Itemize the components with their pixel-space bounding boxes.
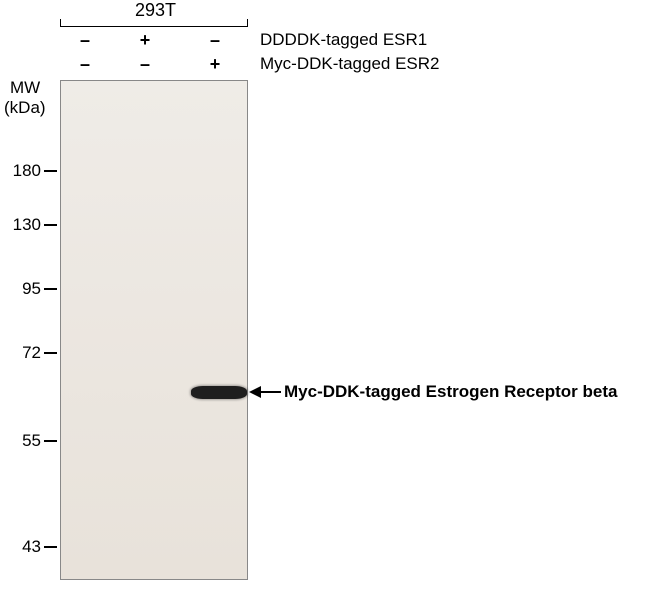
bracket-tick-left [60,19,61,26]
lane-3 [187,81,249,579]
cell-line-label: 293T [135,0,176,21]
marker-tick-72 [44,352,57,354]
marker-tick-180 [44,170,57,172]
western-blot [60,80,248,580]
mw-title-2: (kDa) [4,98,46,118]
marker-tick-43 [44,546,57,548]
arrow-line [259,391,281,393]
marker-label-95: 95 [6,279,41,299]
figure-container: 293T – + – DDDDK-tagged ESR1 – – + Myc-D… [0,0,650,611]
esr2-band [191,386,247,399]
lane-2 [124,81,186,579]
marker-label-180: 180 [6,161,41,181]
cell-line-bracket [60,26,248,27]
cond2-lane1: – [75,54,95,75]
cond1-lane3: – [205,30,225,51]
marker-label-72: 72 [6,343,41,363]
marker-label-130: 130 [6,215,41,235]
marker-label-55: 55 [6,431,41,451]
cond1-lane2: + [135,30,155,51]
cond2-label: Myc-DDK-tagged ESR2 [260,54,440,74]
cond2-lane3: + [205,54,225,75]
mw-title-1: MW [10,78,40,98]
marker-tick-130 [44,224,57,226]
lane-1 [61,81,123,579]
marker-tick-55 [44,440,57,442]
cond1-label: DDDDK-tagged ESR1 [260,30,427,50]
cond2-lane2: – [135,54,155,75]
marker-label-43: 43 [6,537,41,557]
bracket-tick-right [247,19,248,26]
cond1-lane1: – [75,30,95,51]
marker-tick-95 [44,288,57,290]
band-annotation-label: Myc-DDK-tagged Estrogen Receptor beta [284,382,617,402]
